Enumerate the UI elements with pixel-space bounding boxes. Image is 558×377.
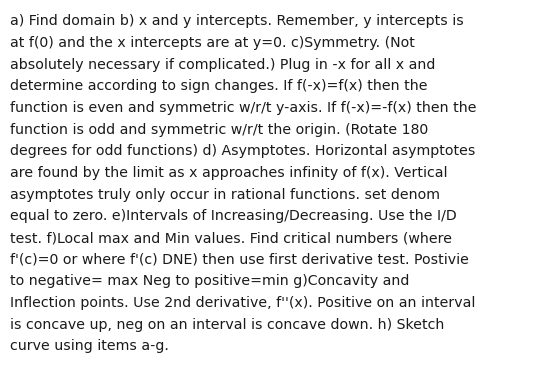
- Text: degrees for odd functions) d) Asymptotes. Horizontal asymptotes: degrees for odd functions) d) Asymptotes…: [10, 144, 475, 158]
- Text: absolutely necessary if complicated.) Plug in -x for all x and: absolutely necessary if complicated.) Pl…: [10, 58, 435, 72]
- Text: are found by the limit as x approaches infinity of f(x). Vertical: are found by the limit as x approaches i…: [10, 166, 448, 180]
- Text: equal to zero. e)Intervals of Increasing/Decreasing. Use the I/D: equal to zero. e)Intervals of Increasing…: [10, 210, 457, 224]
- Text: test. f)Local max and Min values. Find critical numbers (where: test. f)Local max and Min values. Find c…: [10, 231, 452, 245]
- Text: function is odd and symmetric w/r/t the origin. (Rotate 180: function is odd and symmetric w/r/t the …: [10, 123, 429, 137]
- Text: f'(c)=0 or where f'(c) DNE) then use first derivative test. Postivie: f'(c)=0 or where f'(c) DNE) then use fir…: [10, 253, 469, 267]
- Text: at f(0) and the x intercepts are at y=0. c)Symmetry. (Not: at f(0) and the x intercepts are at y=0.…: [10, 36, 415, 50]
- Text: is concave up, neg on an interval is concave down. h) Sketch: is concave up, neg on an interval is con…: [10, 318, 444, 332]
- Text: curve using items a-g.: curve using items a-g.: [10, 339, 169, 354]
- Text: asymptotes truly only occur in rational functions. set denom: asymptotes truly only occur in rational …: [10, 188, 440, 202]
- Text: a) Find domain b) x and y intercepts. Remember, y intercepts is: a) Find domain b) x and y intercepts. Re…: [10, 14, 464, 28]
- Text: Inflection points. Use 2nd derivative, f''(x). Positive on an interval: Inflection points. Use 2nd derivative, f…: [10, 296, 475, 310]
- Text: function is even and symmetric w/r/t y-axis. If f(-x)=-f(x) then the: function is even and symmetric w/r/t y-a…: [10, 101, 477, 115]
- Text: to negative= max Neg to positive=min g)Concavity and: to negative= max Neg to positive=min g)C…: [10, 274, 410, 288]
- Text: determine according to sign changes. If f(-x)=f(x) then the: determine according to sign changes. If …: [10, 80, 427, 93]
